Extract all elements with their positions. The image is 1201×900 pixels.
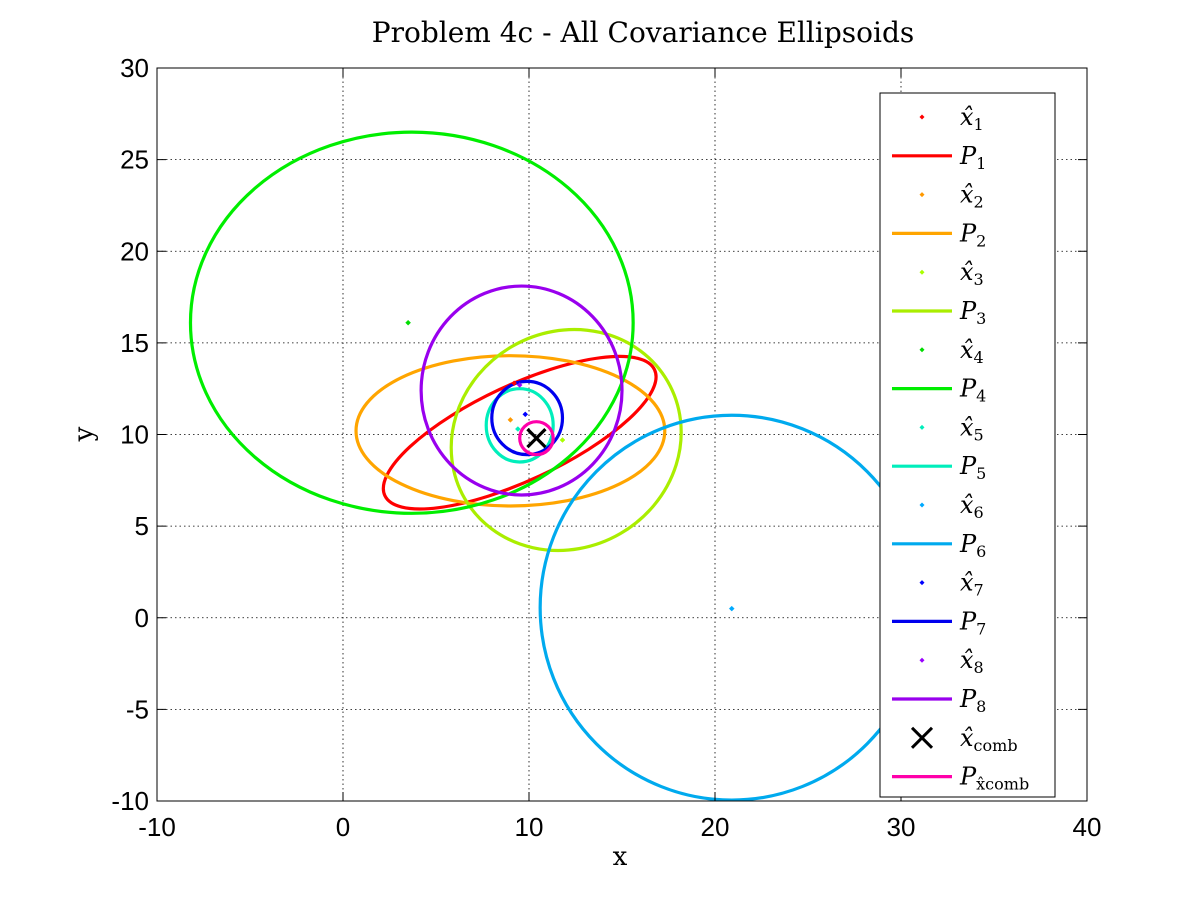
point-layer	[405, 319, 735, 612]
legend-label: P1	[959, 142, 986, 173]
legend-entry: x̂5	[919, 413, 984, 444]
legend-entry: x̂2	[919, 181, 984, 212]
y-tick-label: 10	[120, 420, 149, 450]
legend-label: x̂1	[960, 103, 984, 134]
legend-label: P4	[959, 375, 986, 406]
estimate-point-6	[728, 605, 735, 612]
x-tick-label: -10	[138, 812, 176, 842]
legend-entry: Px̂comb	[892, 763, 1029, 794]
legend-entry: x̂3	[919, 258, 984, 289]
legend-entry: x̂6	[919, 491, 984, 522]
estimate-point-2	[507, 416, 514, 423]
axis-ticks: -10 0 10 20 30 40 -10 -5 0 5 10 15 20 25 30	[111, 53, 1101, 842]
x-tick-label: 10	[515, 812, 544, 842]
chart-title: Problem 4c - All Covariance Ellipsoids	[372, 16, 915, 49]
legend-entry: P3	[892, 297, 986, 328]
estimate-point-4	[405, 319, 411, 326]
covariance-ellipse-8	[419, 284, 624, 497]
y-tick-label: -10	[111, 786, 149, 816]
legend-label: Px̂comb	[959, 763, 1029, 794]
x-axis-label: x	[613, 842, 628, 872]
legend-point-swatch	[919, 502, 925, 508]
covariance-ellipse-x̂comb	[518, 420, 555, 457]
legend-entry: x̂4	[919, 336, 984, 367]
legend-point-swatch	[919, 192, 925, 198]
covariance-ellipse-1	[381, 354, 658, 511]
legend-entry: P7	[892, 607, 986, 638]
legend-label: x̂3	[960, 258, 984, 289]
y-tick-label: 15	[120, 328, 149, 358]
legend-label: P3	[959, 297, 986, 328]
covariance-ellipse-2	[354, 354, 667, 508]
legend-entry: x̂comb	[910, 724, 1018, 755]
estimate-point-8	[516, 382, 523, 388]
legend-label: x̂8	[960, 646, 984, 677]
covariance-ellipse-5	[484, 387, 555, 464]
legend-point-swatch	[919, 424, 925, 430]
covariance-ellipse-3	[449, 327, 683, 553]
legend-label: P6	[959, 530, 986, 561]
legend-label: x̂5	[960, 413, 984, 444]
covariance-ellipse-4	[188, 130, 635, 515]
y-tick-label: 25	[120, 145, 149, 175]
y-tick-label: 20	[120, 236, 149, 266]
legend-label: x̂4	[960, 336, 984, 367]
legend-entry: x̂7	[919, 569, 984, 600]
ellipse-layer	[188, 130, 925, 801]
y-tick-label: 0	[135, 603, 149, 633]
legend-label: x̂2	[960, 181, 984, 212]
legend: x̂1 P1 x̂2 P2 x̂3 P3 x̂4 P4 x̂5 P5 x̂6 P6 x̂7 P7 x̂8 P8…	[879, 92, 1056, 798]
estimate-point-3	[559, 437, 566, 443]
legend-point-swatch	[919, 269, 925, 275]
legend-point-swatch	[919, 114, 925, 120]
x-tick-label: 40	[1073, 812, 1102, 842]
legend-cross-swatch	[910, 726, 934, 749]
legend-entry: P4	[892, 375, 986, 406]
y-tick-label: 30	[120, 53, 149, 83]
legend-point-swatch	[919, 657, 925, 663]
legend-label: P2	[959, 219, 986, 250]
estimate-point-7	[522, 411, 529, 418]
legend-label: P5	[959, 452, 986, 483]
legend-label: P7	[959, 607, 986, 638]
estimate-point-1	[511, 380, 517, 387]
y-tick-label: -5	[126, 694, 149, 724]
legend-point-swatch	[919, 347, 925, 353]
legend-entry: P8	[892, 685, 986, 716]
y-axis-label: y	[69, 426, 99, 442]
legend-label: P8	[959, 685, 986, 716]
legend-entry: P6	[892, 530, 986, 561]
legend-entry: x̂8	[919, 646, 984, 677]
y-tick-label: 5	[135, 511, 149, 541]
combined-estimate-cross	[526, 428, 547, 449]
legend-entry: P2	[892, 219, 986, 250]
x-tick-label: 30	[887, 812, 916, 842]
legend-label: x̂6	[960, 491, 984, 522]
legend-label: x̂comb	[960, 724, 1018, 755]
legend-point-swatch	[919, 580, 925, 586]
legend-box	[879, 92, 1056, 798]
legend-entry: P5	[892, 452, 986, 483]
legend-entry: x̂1	[919, 103, 984, 134]
estimate-point-5	[514, 426, 521, 432]
covariance-ellipse-7	[490, 379, 565, 457]
x-tick-label: 20	[701, 812, 730, 842]
legend-label: x̂7	[960, 569, 984, 600]
legend-entry: P1	[892, 142, 986, 173]
x-tick-label: 0	[336, 812, 350, 842]
